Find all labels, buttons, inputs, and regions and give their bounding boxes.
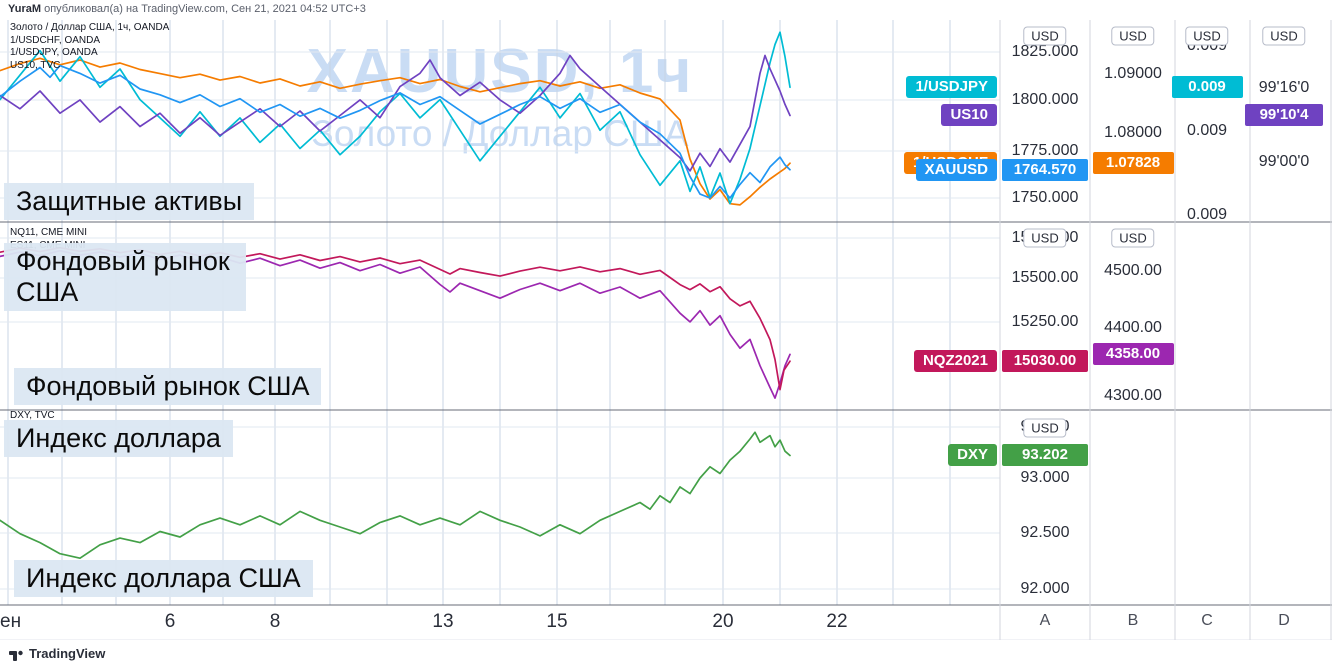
annotation-us-stocks-top: Фондовый рынок США <box>4 243 246 311</box>
currency-chip: USD <box>1111 228 1155 248</box>
legend-item: 1/USDJPY, OANDA <box>10 47 98 58</box>
time-axis-label: ен <box>0 611 22 632</box>
price-tick: 4300.00 <box>1104 387 1162 404</box>
scale-column-label: A <box>1039 612 1051 629</box>
price-badge-xauusd: 1764.570 <box>1002 159 1088 181</box>
legend-item: 1/USDCHF, OANDA <box>10 34 101 46</box>
time-axis-label: 6 <box>164 611 176 632</box>
symbol-badge-xauusd: XAUUSD <box>915 159 997 181</box>
currency-chip: USD <box>1262 26 1306 46</box>
price-badge-1-usdchf: 1.07828 <box>1092 152 1174 174</box>
scale-column-label: B <box>1127 612 1139 629</box>
price-tick: 99'00'0 <box>1258 153 1310 170</box>
price-tick: 92.000 <box>1020 580 1070 597</box>
tradingview-logo-icon[interactable] <box>8 646 24 662</box>
price-tick: 0.009 <box>1186 206 1228 223</box>
symbol-badge-dxy: DXY <box>948 444 997 466</box>
price-tick: 1750.000 <box>1011 189 1079 206</box>
currency-chip: USD <box>1111 26 1155 46</box>
price-badge-dxy: 93.202 <box>1002 444 1088 466</box>
price-badge-us10: 99'10'4 <box>1245 104 1323 126</box>
time-axis-label: 8 <box>269 611 281 632</box>
symbol-badge-us10: US10 <box>941 104 997 126</box>
time-axis-label: 13 <box>432 611 454 632</box>
price-badge-es11: 4358.00 <box>1092 343 1174 365</box>
symbol-badge-nqz2021: NQZ2021 <box>913 350 997 372</box>
series-xauusd-line <box>0 64 791 199</box>
time-axis-label: 22 <box>826 611 848 632</box>
price-tick: 99'16'0 <box>1258 79 1310 96</box>
scale-column-label: C <box>1201 612 1213 629</box>
price-tick: 1.08000 <box>1104 124 1162 141</box>
series-1-usdchf-line <box>0 57 791 206</box>
legend-item: US10, TVC <box>10 59 61 71</box>
price-tick: 93.000 <box>1020 469 1070 486</box>
price-tick: 15250.00 <box>1011 313 1079 330</box>
annotation-dollar-index-top: Индекс доллара <box>4 420 233 457</box>
series-us10-line <box>0 54 791 172</box>
time-axis-label: 15 <box>546 611 568 632</box>
annotation-us-stocks-bottom: Фондовый рынок США <box>14 368 322 405</box>
currency-chip: USD <box>1185 26 1229 46</box>
legend-item: DXY, TVC <box>10 410 55 421</box>
annotation-dollar-index-bottom: Индекс доллара США <box>14 560 313 597</box>
publish-info: опубликовал(а) на TradingView.com, Сен 2… <box>41 3 366 15</box>
scale-column-label: D <box>1278 612 1290 629</box>
legend-pane-safe-assets: Золото / Доллар США, 1ч, OANDA 1/USDCHF, … <box>10 22 169 72</box>
footer-bar: TradingView <box>0 640 1332 667</box>
price-tick: 92.500 <box>1020 524 1070 541</box>
price-tick: 1825.000 <box>1011 43 1079 60</box>
currency-chip: USD <box>1023 228 1067 248</box>
watermark-symbol: XAUUSD, 1ч <box>306 37 694 106</box>
price-tick: 0.009 <box>1186 122 1228 139</box>
price-tick: 1775.000 <box>1011 142 1079 159</box>
time-axis-label: 20 <box>712 611 734 632</box>
price-badge-1-usdjpy: 0.009 <box>1171 76 1243 98</box>
price-badge-nqz2021: 15030.00 <box>1002 350 1088 372</box>
price-tick: 1.09000 <box>1104 65 1162 82</box>
legend-item: NQ11, CME MINI <box>10 227 88 238</box>
currency-chip: USD <box>1023 26 1067 46</box>
price-tick: 15500.00 <box>1011 269 1079 286</box>
price-tick: 1800.000 <box>1011 91 1079 108</box>
publisher-name: YuraM <box>8 3 42 15</box>
series-dxy-line <box>0 431 791 560</box>
legend-item: Золото / Доллар США, 1ч, OANDA <box>10 22 170 33</box>
currency-chip: USD <box>1023 418 1067 438</box>
price-tick: 4400.00 <box>1104 319 1162 336</box>
legend-pane-dollar-index: DXY, TVC <box>10 410 55 423</box>
symbol-badge-1-usdjpy: 1/USDJPY <box>906 76 997 98</box>
publish-bar: YuraM опубликовал(а) на TradingView.com,… <box>0 0 1332 20</box>
tradingview-brand[interactable]: TradingView <box>29 646 106 661</box>
annotation-safe-assets: Защитные активы <box>4 183 255 220</box>
price-tick: 4500.00 <box>1104 262 1162 279</box>
